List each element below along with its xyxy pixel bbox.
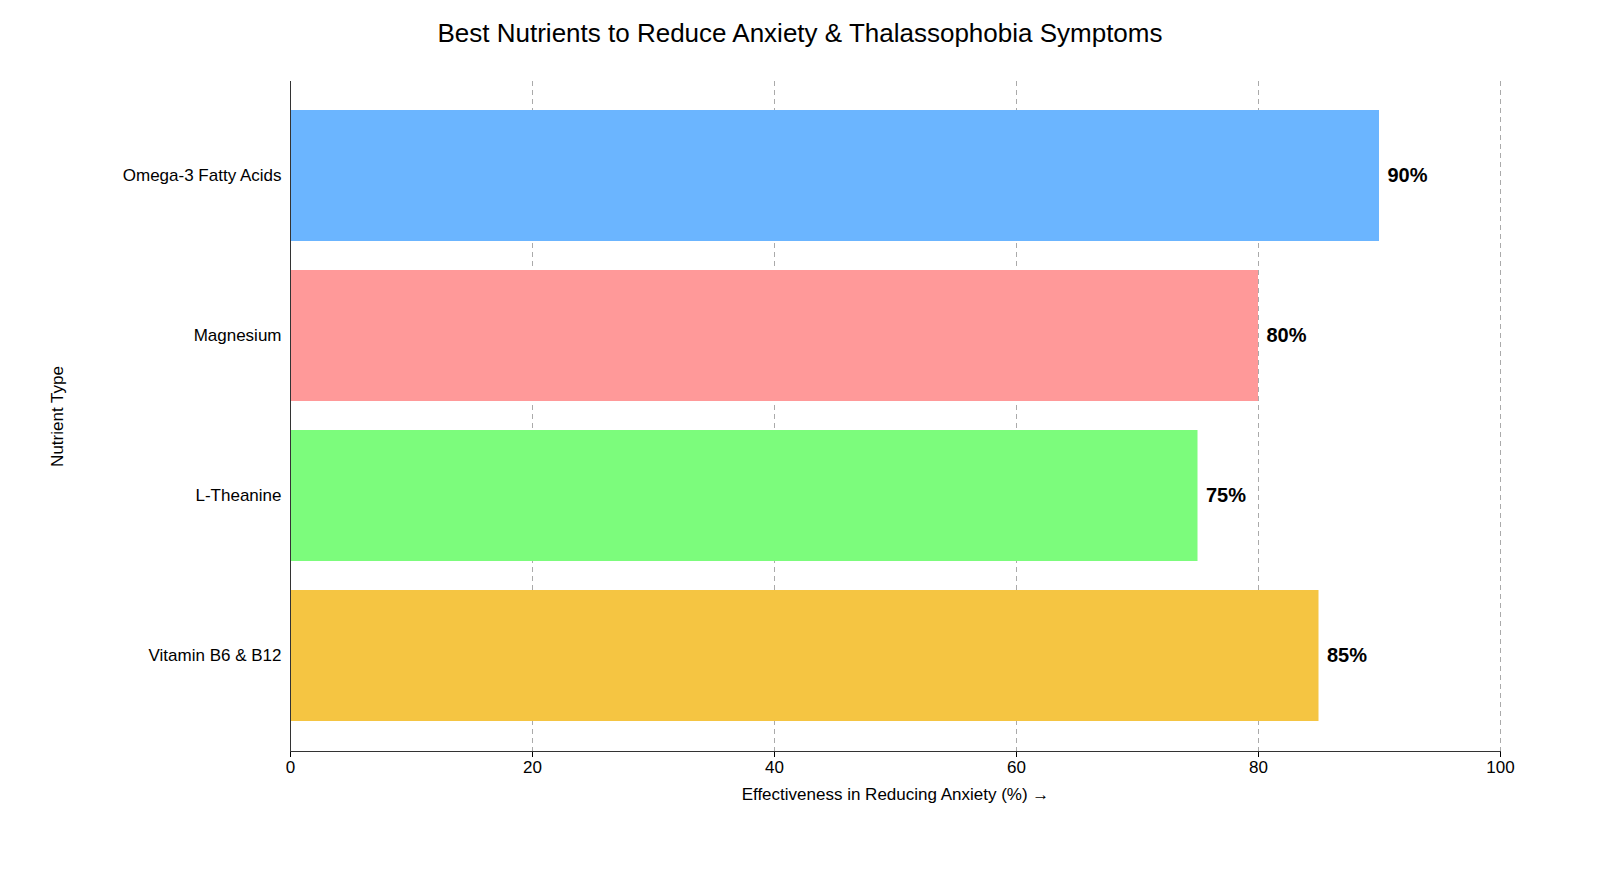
svg-text:80: 80: [1249, 758, 1268, 777]
svg-text:Omega-3 Fatty Acids: Omega-3 Fatty Acids: [123, 166, 282, 185]
svg-text:Vitamin B6 & B12: Vitamin B6 & B12: [149, 646, 282, 665]
svg-text:80%: 80%: [1267, 324, 1307, 346]
svg-text:60: 60: [1007, 758, 1026, 777]
svg-text:20: 20: [523, 758, 542, 777]
svg-text:40: 40: [765, 758, 784, 777]
html-text:Best Nutrients to Reduce Anxie: Best Nutrients to Reduce Anxiety & Thala…: [437, 18, 1163, 48]
svg-text:Effectiveness in Reducing Anxi: Effectiveness in Reducing Anxiety (%) →: [742, 785, 1050, 804]
svg-text:75%: 75%: [1206, 484, 1246, 506]
svg-text:L-Theanine: L-Theanine: [195, 486, 281, 505]
svg-text:100: 100: [1486, 758, 1514, 777]
svg-text:Nutrient Type: Nutrient Type: [48, 366, 67, 467]
svg-text:Magnesium: Magnesium: [194, 326, 282, 345]
svg-text:90%: 90%: [1388, 164, 1428, 186]
svg-text:85%: 85%: [1327, 644, 1367, 666]
svg-text:0: 0: [286, 758, 295, 777]
